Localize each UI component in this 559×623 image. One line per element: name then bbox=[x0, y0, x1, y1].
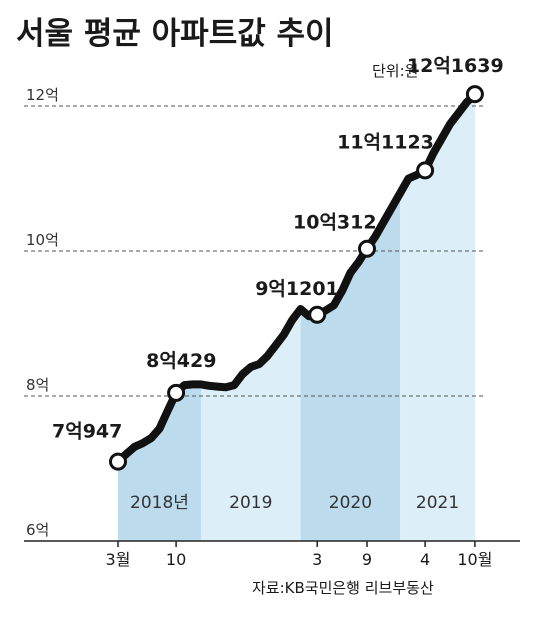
data-label: 10억312 bbox=[293, 212, 377, 234]
x-tick-label: 9 bbox=[362, 550, 372, 569]
x-tick-label: 3 bbox=[312, 550, 322, 569]
data-label: 7억947 bbox=[52, 421, 122, 443]
data-point-marker bbox=[308, 305, 327, 324]
x-tick-label: 3월 bbox=[106, 550, 131, 569]
unit-label: 단위:원 bbox=[372, 62, 418, 80]
y-tick-label: 6억 bbox=[26, 521, 49, 539]
year-band-1 bbox=[201, 309, 301, 541]
data-labels: 7억947 8억429 9억1201 10억312 11억1123 12억1639 bbox=[52, 55, 504, 443]
year-band-label: 2021 bbox=[416, 493, 459, 513]
gridlines: 6억 8억 10억 12억 bbox=[24, 86, 485, 539]
chart-title: 서울 평균 아파트값 추이 bbox=[16, 16, 334, 52]
year-band-label: 2020 bbox=[329, 493, 372, 513]
data-label: 9억1201 bbox=[255, 278, 339, 300]
y-tick-label: 12억 bbox=[26, 86, 59, 104]
year-band-label: 2018년 bbox=[130, 493, 189, 513]
year-band-3 bbox=[400, 94, 475, 541]
data-point-marker bbox=[167, 383, 186, 402]
y-tick-label: 10억 bbox=[26, 231, 59, 249]
year-band-label: 2019 bbox=[229, 493, 272, 513]
data-label: 11억1123 bbox=[337, 131, 434, 153]
x-axis: 3월 10 3 9 4 10월 bbox=[24, 540, 520, 569]
year-band-0 bbox=[118, 384, 201, 541]
data-point-marker bbox=[109, 452, 127, 471]
source-label: 자료:KB국민은행 리브부동산 bbox=[252, 579, 434, 597]
data-point-marker bbox=[358, 239, 376, 258]
x-tick-label: 10 bbox=[166, 550, 186, 569]
data-label: 8억429 bbox=[146, 350, 216, 372]
y-tick-label: 8억 bbox=[26, 376, 49, 394]
price-series bbox=[109, 85, 484, 471]
data-point-marker bbox=[416, 161, 435, 180]
year-bands: 2018년 2019 2020 2021 bbox=[118, 94, 475, 541]
data-label: 12억1639 bbox=[407, 55, 504, 77]
x-tick-label: 10월 bbox=[457, 550, 492, 569]
x-tick-label: 4 bbox=[420, 550, 430, 569]
data-point-marker bbox=[465, 85, 484, 104]
year-band-2 bbox=[300, 193, 401, 541]
